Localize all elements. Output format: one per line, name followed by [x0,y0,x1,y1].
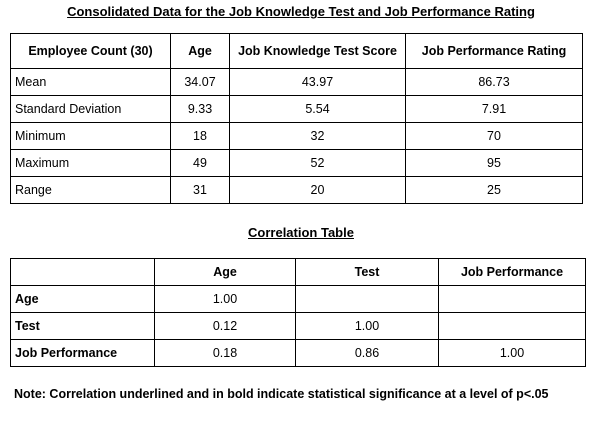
table-cell: 20 [229,176,406,204]
row-label: Standard Deviation [10,95,171,123]
correlation-header-cell: Job Performance [438,258,586,286]
table-cell: 43.97 [229,68,406,96]
row-label: Minimum [10,122,171,150]
table-cell: 86.73 [405,68,583,96]
table-cell: 0.12 [154,312,296,340]
table-cell: 0.86 [295,339,439,367]
table-cell: 49 [170,149,230,177]
table-row: Standard Deviation 9.33 5.54 7.91 [10,95,583,123]
table-row: Age 1.00 [10,285,586,313]
document-title: Consolidated Data for the Job Knowledge … [67,4,535,19]
table-row: Minimum 18 32 70 [10,122,583,150]
table-cell: 70 [405,122,583,150]
table-row: Maximum 49 52 95 [10,149,583,177]
correlation-header-cell: Test [295,258,439,286]
correlation-header-cell: Age [154,258,296,286]
row-label: Range [10,176,171,204]
summary-header-cell: Job Knowledge Test Score [229,33,406,69]
table-cell: 1.00 [438,339,586,367]
row-label: Mean [10,68,171,96]
row-label: Test [10,312,155,340]
table-row: Test 0.12 1.00 [10,312,586,340]
summary-header-row: Employee Count (30) Age Job Knowledge Te… [10,33,583,69]
table-cell: 0.18 [154,339,296,367]
correlation-header-row: Age Test Job Performance [10,258,586,286]
row-label: Maximum [10,149,171,177]
table-row: Job Performance 0.18 0.86 1.00 [10,339,586,367]
summary-header-cell: Employee Count (30) [10,33,171,69]
summary-table: Employee Count (30) Age Job Knowledge Te… [10,33,583,204]
row-label: Age [10,285,155,313]
table-cell: 31 [170,176,230,204]
table-cell: 95 [405,149,583,177]
table-cell: 25 [405,176,583,204]
table-cell [438,312,586,340]
table-cell [295,285,439,313]
footnote: Note: Correlation underlined and in bold… [14,387,549,401]
table-cell [438,285,586,313]
correlation-header-cell [10,258,155,286]
table-cell: 5.54 [229,95,406,123]
table-cell: 18 [170,122,230,150]
correlation-table: Age Test Job Performance Age 1.00 Test 0… [10,258,586,367]
table-cell: 9.33 [170,95,230,123]
table-cell: 7.91 [405,95,583,123]
table-cell: 1.00 [154,285,296,313]
table-row: Mean 34.07 43.97 86.73 [10,68,583,96]
correlation-title: Correlation Table [248,225,354,240]
table-cell: 34.07 [170,68,230,96]
table-cell: 52 [229,149,406,177]
table-row: Range 31 20 25 [10,176,583,204]
summary-header-cell: Job Performance Rating [405,33,583,69]
summary-header-cell: Age [170,33,230,69]
table-cell: 1.00 [295,312,439,340]
row-label: Job Performance [10,339,155,367]
table-cell: 32 [229,122,406,150]
